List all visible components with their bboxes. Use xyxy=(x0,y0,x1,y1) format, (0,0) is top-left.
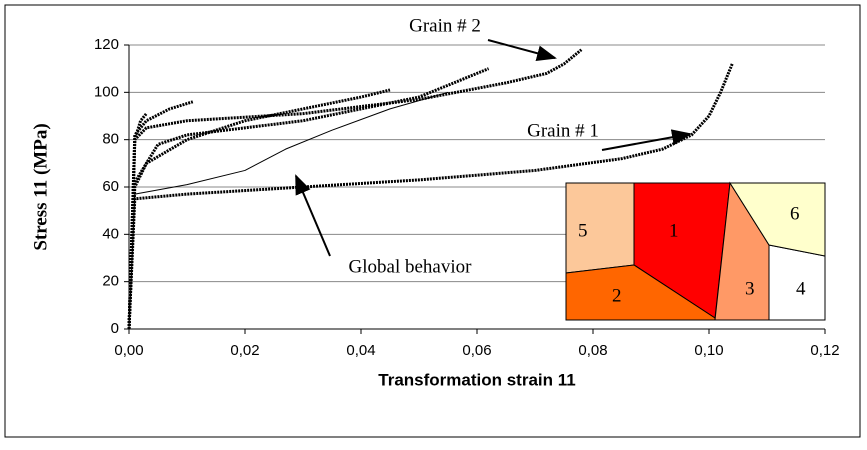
grain-label: 6 xyxy=(790,203,800,224)
annotation: Global behavior xyxy=(349,256,473,277)
annotation: Grain # 1 xyxy=(527,120,599,141)
grain-label: 4 xyxy=(796,278,806,299)
x-tick-label: 0,06 xyxy=(462,342,491,359)
grain-label: 3 xyxy=(745,278,755,299)
y-tick-label: 80 xyxy=(102,131,119,148)
x-tick-label: 0,04 xyxy=(346,342,375,359)
chart: Stress 11 (MPa) Transformation strain 11… xyxy=(0,0,867,445)
x-tick-label: 0,02 xyxy=(230,342,259,359)
x-tick-label: 0,08 xyxy=(578,342,607,359)
annotation: Grain # 2 xyxy=(409,15,481,36)
y-tick-label: 100 xyxy=(94,83,119,100)
y-tick-label: 40 xyxy=(102,225,119,242)
grain xyxy=(566,183,634,273)
x-tick-label: 0,12 xyxy=(810,342,839,359)
y-tick-label: 60 xyxy=(102,178,119,195)
grain-label: 5 xyxy=(578,220,588,241)
x-tick-label: 0,10 xyxy=(694,342,723,359)
y-axis-title: Stress 11 (MPa) xyxy=(30,123,51,250)
x-axis-title: Transformation strain 11 xyxy=(378,370,575,389)
y-tick-label: 0 xyxy=(111,320,119,337)
grain-label: 1 xyxy=(669,220,679,241)
grain-label: 2 xyxy=(612,285,622,306)
y-tick-label: 20 xyxy=(102,273,119,290)
y-tick-label: 120 xyxy=(94,36,119,53)
grain-inset: 5 1 2 3 4 6 xyxy=(566,183,825,320)
x-tick-label: 0,00 xyxy=(114,342,143,359)
